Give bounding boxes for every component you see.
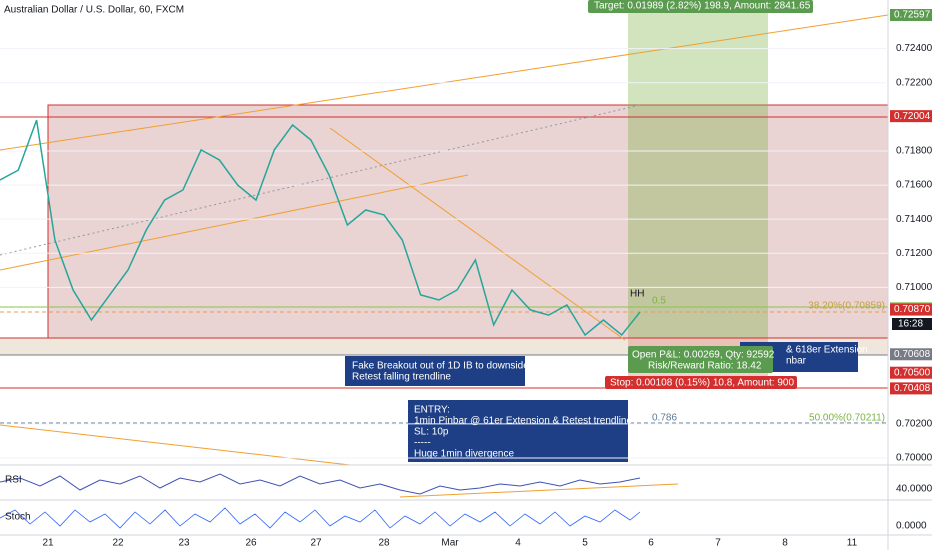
price-badge-label: 0.72004 <box>894 111 931 122</box>
price-badge <box>890 9 932 21</box>
rr-label: Risk/Reward Ratio: 18.42 <box>648 361 762 372</box>
note-text: ----- <box>414 438 431 449</box>
price-badge <box>890 382 932 395</box>
price-badge-label: 0.70608 <box>894 349 931 360</box>
fib-label: 38.20%(0.70859) <box>808 301 885 312</box>
price-tick-label: 0.71200 <box>896 248 932 259</box>
price-badge-label: 0.70870 <box>894 304 931 315</box>
price-tick-label: 0.72200 <box>896 77 932 88</box>
note-text: Fake Breakout out of 1D IB to downside <box>352 361 529 372</box>
price-tick-label: 0.71600 <box>896 180 932 191</box>
fib-label: 0.786 <box>652 413 677 424</box>
stop-label-bg <box>605 376 797 389</box>
divergence-line <box>399 483 679 498</box>
price-badge <box>890 110 932 123</box>
time-label: 6 <box>648 538 654 549</box>
price-badge <box>890 303 932 316</box>
price-badge <box>890 348 932 361</box>
trend-line <box>0 174 469 271</box>
price-badge-label: 0.70500 <box>894 367 931 378</box>
price-tick-label: 0.71400 <box>896 214 932 225</box>
price-tick-label: 0.71000 <box>896 282 932 293</box>
price-tick-label: 0.71800 <box>896 146 932 157</box>
time-label: 26 <box>245 538 257 549</box>
time-label: 28 <box>378 538 390 549</box>
time-label: 22 <box>112 538 124 549</box>
target-label-bg <box>588 0 813 13</box>
note-text: SL: 10p <box>414 427 449 438</box>
note-text: ENTRY: <box>414 405 450 416</box>
price-badge <box>890 366 932 379</box>
time-label: 7 <box>715 538 721 549</box>
price-tick-label: 0.72400 <box>896 43 932 54</box>
note-text: & 618er Extension <box>786 345 868 356</box>
price-line <box>0 119 641 337</box>
note-text: Retest falling trendline <box>352 372 451 383</box>
symbol-title: Australian Dollar / U.S. Dollar, 60, FXC… <box>4 5 184 16</box>
time-label: 21 <box>42 538 54 549</box>
note-box <box>408 400 628 462</box>
pnl-label: Open P&L: 0.00269, Qty: 92592 <box>632 350 775 361</box>
fib-label: 50.00%(0.70211) <box>809 413 885 424</box>
time-label: Mar <box>441 538 459 549</box>
time-label: 4 <box>515 538 521 549</box>
trend-line <box>329 127 626 341</box>
price-badge-label: 0.72597 <box>894 10 931 21</box>
note-text: 1min Pinbar @ 61er Extension & Retest tr… <box>414 416 632 427</box>
countdown: 16:28 <box>898 319 923 330</box>
time-label: 27 <box>310 538 322 549</box>
note-text: Huge 1min divergence <box>414 449 514 460</box>
stoch-line <box>0 507 641 529</box>
price-tick-label: 0.70200 <box>896 419 932 430</box>
stoch-label: Stoch <box>5 512 31 523</box>
fib-label: 0.5 <box>652 296 666 307</box>
pnl-label-bg <box>628 346 773 373</box>
target-zone <box>628 0 768 338</box>
note-box <box>345 356 525 386</box>
countdown-bg <box>892 318 932 330</box>
rsi-label: RSI <box>5 475 22 486</box>
hh-label: HH <box>630 289 644 300</box>
stop-label: Stop: 0.00108 (0.15%) 10.8, Amount: 900 <box>610 378 794 389</box>
stoch-value: 0.0000 <box>896 521 927 532</box>
note-text: nbar <box>786 356 807 367</box>
rsi-value: 40.0000 <box>896 484 932 495</box>
time-label: 8 <box>782 538 788 549</box>
target-label: Target: 0.01989 (2.82%) 198.9, Amount: 2… <box>594 1 811 12</box>
range-box <box>47 104 889 339</box>
time-label: 23 <box>178 538 190 549</box>
time-label: 11 <box>847 538 858 549</box>
rsi-line <box>0 473 641 495</box>
time-label: 5 <box>582 538 588 549</box>
price-tick-label: 0.70000 <box>896 453 932 464</box>
price-badge-label: 0.70408 <box>894 383 931 394</box>
